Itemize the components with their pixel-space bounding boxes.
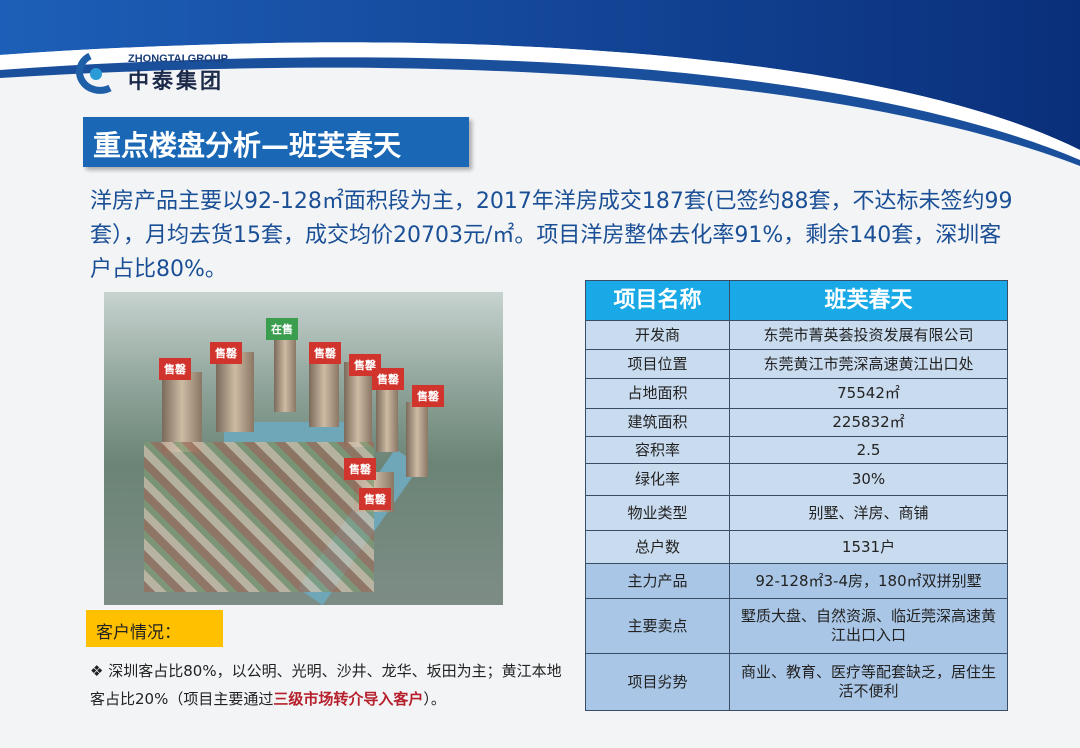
- table-row: 建筑面积 225832㎡: [585, 408, 1008, 437]
- customer-heading: 客户情况：: [86, 610, 223, 647]
- status-tag-sold-out: 售罄: [344, 458, 376, 480]
- table-row: 绿化率 30%: [585, 463, 1008, 496]
- row-value: 墅质大盘、自然资源、临近莞深高速黄江出口入口: [729, 598, 1008, 654]
- table-row: 开发商 东莞市菁英荟投资发展有限公司: [585, 320, 1008, 350]
- row-value: 30%: [729, 463, 1008, 496]
- row-key: 占地面积: [585, 378, 730, 409]
- row-value: 225832㎡: [729, 408, 1008, 437]
- row-key: 项目劣势: [585, 653, 730, 711]
- row-value: 东莞市菁英荟投资发展有限公司: [729, 320, 1008, 350]
- status-tag-on-sale: 在售: [266, 318, 298, 340]
- intro-paragraph: 洋房产品主要以92-128㎡面积段为主，2017年洋房成交187套(已签约88套…: [90, 189, 1013, 282]
- logo-icon: [76, 52, 112, 94]
- status-tag-sold-out: 售罄: [359, 488, 391, 510]
- row-value: 别墅、洋房、商铺: [729, 495, 1008, 531]
- row-key: 物业类型: [585, 495, 730, 531]
- row-value: 2.5: [729, 436, 1008, 464]
- row-key: 项目位置: [585, 349, 730, 379]
- bullet-icon: ❖: [90, 662, 104, 680]
- status-tag-sold-out: 售罄: [349, 354, 381, 376]
- customer-text: 深圳客占比80%，以公明、光明、沙井、龙华、坂田为主；黄江本地客占比20%（项目…: [90, 662, 562, 708]
- row-key: 总户数: [585, 530, 730, 564]
- customer-highlight: 三级市场转介导入客户: [273, 690, 424, 708]
- page-title: 重点楼盘分析—班芙春天: [83, 117, 469, 167]
- row-value: 92-128㎡3-4房，180㎡双拼别墅: [729, 563, 1008, 599]
- row-value: 东莞黄江市莞深高速黄江出口处: [729, 349, 1008, 379]
- customer-text-end: ）。: [423, 690, 446, 708]
- row-key: 建筑面积: [585, 408, 730, 437]
- row-key: 容积率: [585, 436, 730, 464]
- row-key: 开发商: [585, 320, 730, 350]
- table-row: 主力产品 92-128㎡3-4房，180㎡双拼别墅: [585, 563, 1008, 599]
- table-header: 项目名称 班芙春天: [585, 280, 1008, 321]
- status-tag-sold-out: 售罄: [309, 342, 341, 364]
- logo-chinese: 中泰集团: [128, 69, 224, 93]
- status-tag-sold-out: 售罄: [210, 342, 242, 364]
- header-value: 班芙春天: [729, 280, 1008, 321]
- project-info-table: 项目名称 班芙春天 开发商 东莞市菁英荟投资发展有限公司 项目位置 东莞黄江市莞深高速…: [585, 280, 1008, 711]
- table-row: 主要卖点 墅质大盘、自然资源、临近莞深高速黄江出口入口: [585, 598, 1008, 654]
- header-key: 项目名称: [585, 280, 730, 321]
- row-key: 主要卖点: [585, 598, 730, 654]
- customer-description: ❖ 深圳客占比80%，以公明、光明、沙井、龙华、坂田为主；黄江本地客占比20%（…: [90, 657, 570, 713]
- row-key: 主力产品: [585, 563, 730, 599]
- row-value: 75542㎡: [729, 378, 1008, 409]
- row-value: 商业、教育、医疗等配套缺乏，居住生活不便利: [729, 653, 1008, 711]
- status-tag-sold-out: 售罄: [412, 385, 444, 407]
- row-value: 1531户: [729, 530, 1008, 564]
- table-row: 占地面积 75542㎡: [585, 378, 1008, 409]
- table-row: 项目劣势 商业、教育、医疗等配套缺乏，居住生活不便利: [585, 653, 1008, 711]
- table-row: 物业类型 别墅、洋房、商铺: [585, 495, 1008, 531]
- status-tag-sold-out: 售罄: [372, 368, 404, 390]
- table-row: 容积率 2.5: [585, 436, 1008, 464]
- table-row: 总户数 1531户: [585, 530, 1008, 564]
- logo-english: ZHONGTAI GROUP: [128, 53, 229, 65]
- header-swoosh: [0, 0, 1080, 166]
- status-tag-sold-out: 售罄: [159, 358, 191, 380]
- company-logo: ZHONGTAI GROUP 中泰集团: [60, 52, 228, 96]
- row-key: 绿化率: [585, 463, 730, 496]
- table-row: 项目位置 东莞黄江市莞深高速黄江出口处: [585, 349, 1008, 379]
- project-rendering: 售罄 售罄 在售 售罄 售罄 售罄 售罄 售罄 售罄: [104, 292, 503, 605]
